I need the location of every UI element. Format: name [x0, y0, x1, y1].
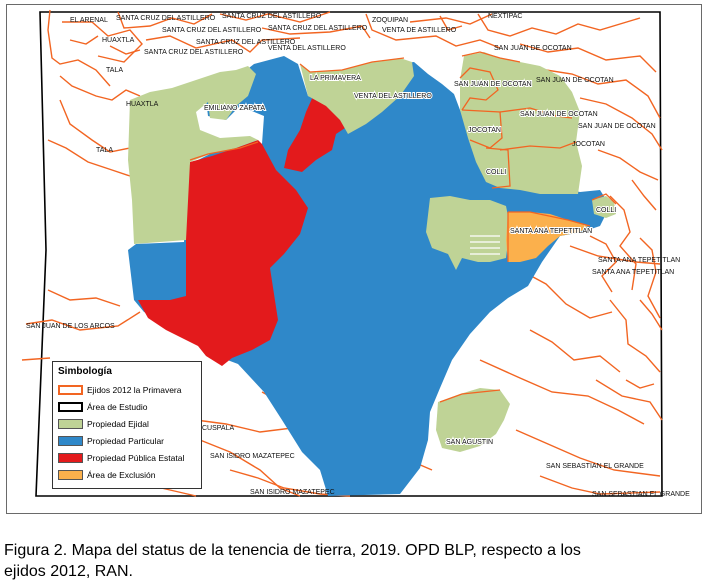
legend-item-publica-estatal: Propiedad Pública Estatal [58, 449, 196, 466]
label-tala-1: TALA [106, 67, 123, 74]
label-venta-astillero-2: VENTA DEL ASTILLERO [268, 45, 346, 52]
ejidal-west [128, 66, 258, 244]
label-huaxtla-1: HUAXTLA [102, 37, 135, 44]
label-santa-cruz-1: SANTA CRUZ DEL ASTILLERO [116, 15, 216, 22]
label-santa-cruz-2: SANTA CRUZ DEL ASTILLERO [222, 13, 322, 20]
ejidal-east-block [426, 196, 510, 270]
east-block-lines [470, 235, 500, 255]
label-san-juan-ocotan-4: SAN JUAN DE OCOTAN [520, 111, 598, 118]
label-nextipac: NEXTIPAC [488, 13, 523, 20]
figure-caption: Figura 2. Mapa del status de la tenencia… [4, 540, 709, 582]
label-santa-cruz-4: SANTA CRUZ DEL ASTILLERO [268, 25, 368, 32]
label-tala-2: TALA [96, 147, 113, 154]
label-la-primavera: LA PRIMAVERA [310, 75, 361, 82]
legend-label: Área de Estudio [87, 401, 148, 412]
label-san-agustin: SAN AGUSTIN [446, 439, 493, 446]
ejidal-colli-east [592, 196, 616, 218]
legend-label: Ejidos 2012 la Primavera [87, 384, 182, 395]
label-san-sebastian-2: SAN SEBASTIAN EL GRANDE [592, 491, 690, 498]
legend-label: Propiedad Pública Estatal [87, 452, 185, 463]
legend-title: Simbología [58, 366, 112, 377]
label-san-isidro-1: SAN ISIDRO MAZATEPEC [210, 453, 295, 460]
legend-swatch [58, 418, 83, 429]
legend-label: Propiedad Particular [87, 435, 165, 446]
label-jocotan-1: JOCOTAN [468, 127, 501, 134]
ejido-inner-boundaries [189, 51, 617, 403]
label-santa-ana-1: SANTA ANA TEPETITLAN [510, 228, 592, 235]
label-san-sebastian-1: SAN SEBASTIAN EL GRANDE [546, 463, 644, 470]
legend-label: Área de Exclusión [87, 469, 156, 480]
caption-line-1: Figura 2. Mapa del status de la tenencia… [4, 542, 581, 559]
label-san-isidro-2: SAN ISIDRO MAZATEPEC [250, 489, 335, 496]
legend-item-area-estudio: Área de Estudio [58, 398, 196, 415]
label-santa-ana-3: SANTA ANA TEPETITLAN [592, 269, 674, 276]
label-santa-cruz-5: SANTA CRUZ DEL ASTILLERO [196, 39, 296, 46]
label-cuspala: CUSPALA [202, 425, 234, 432]
label-san-juan-ocotan-1: SAN JUAN DE OCOTAN [494, 45, 572, 52]
ejidal-northeast [460, 52, 582, 194]
ejidal-san-agustin [436, 388, 510, 452]
legend-item-particular: Propiedad Particular [58, 432, 196, 449]
legend-swatch [58, 384, 83, 395]
label-san-juan-ocotan-2: SAN JUAN DE OCOTAN [454, 81, 532, 88]
exclusion-area [506, 212, 588, 262]
legend-label: Propiedad Ejidal [87, 418, 149, 429]
publica-estatal-area-2 [138, 140, 308, 366]
label-colli-2: COLLI [596, 207, 616, 214]
label-san-juan-arcos: SAN JUAN DE LOS ARCOS [26, 323, 115, 330]
legend-item-ejidos: Ejidos 2012 la Primavera [58, 381, 196, 398]
map-labels: EL ARENAL SANTA CRUZ DEL ASTILLERO SANTA… [26, 13, 690, 498]
label-san-juan-ocotan-5: SAN JUAN DE OCOTAN [578, 123, 656, 130]
map-legend: Simbología Ejidos 2012 la Primavera Área… [52, 361, 202, 489]
label-emiliano-zapata: EMILIANO ZAPATA [204, 105, 265, 112]
label-jocotan-2: JOCOTAN [572, 141, 605, 148]
label-san-juan-ocotan-3: SAN JUAN DE OCOTAN [536, 77, 614, 84]
ejidal-center-north [300, 58, 414, 134]
label-santa-cruz-6: SANTA CRUZ DEL ASTILLERO [144, 49, 244, 56]
label-santa-ana-2: SANTA ANA TEPETITLAN [598, 257, 680, 264]
legend-item-ejidal: Propiedad Ejidal [58, 415, 196, 432]
label-huaxtla-2: HUAXTLA [126, 101, 159, 108]
label-zoquipan: ZOQUIPAN [372, 17, 408, 24]
legend-swatch [58, 469, 83, 480]
caption-line-2: ejidos 2012, RAN. [4, 563, 133, 580]
map-canvas: EL ARENAL SANTA CRUZ DEL ASTILLERO SANTA… [21, 9, 690, 498]
label-santa-cruz-3: SANTA CRUZ DEL ASTILLERO [162, 27, 262, 34]
legend-swatch [58, 452, 83, 463]
legend-item-exclusion: Área de Exclusión [58, 466, 196, 483]
label-colli-1: COLLI [486, 169, 506, 176]
legend-swatch [58, 435, 83, 446]
legend-swatch [58, 401, 83, 412]
label-el-arenal: EL ARENAL [70, 17, 108, 24]
label-venta-astillero-3: VENTA DEL ASTILLERO [354, 93, 432, 100]
label-venta-astillero-1: VENTA DE ASTILLERO [382, 27, 457, 34]
